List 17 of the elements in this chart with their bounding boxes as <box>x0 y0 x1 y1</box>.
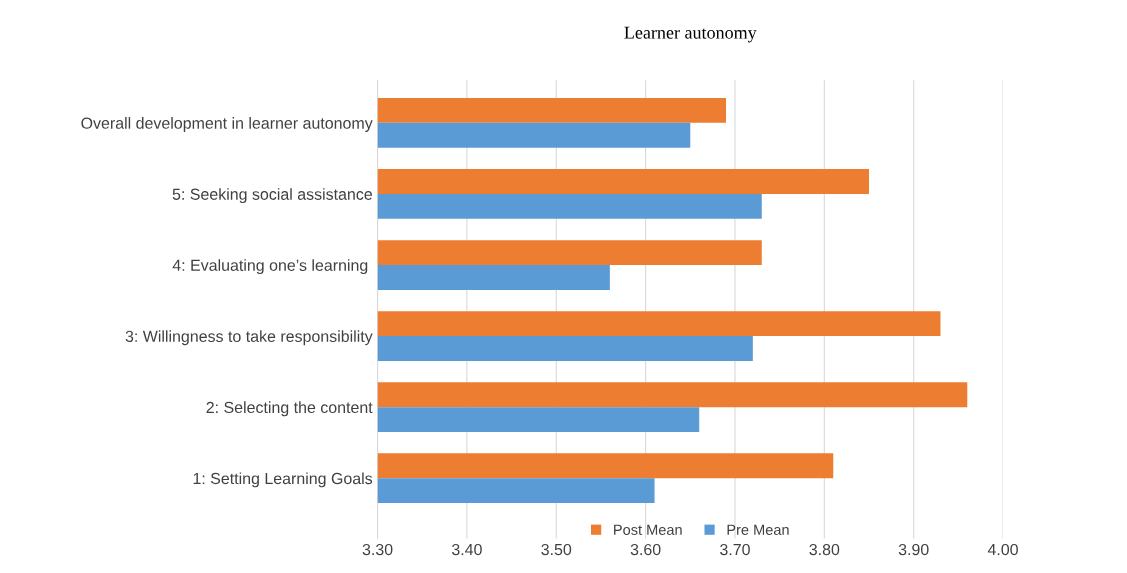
chart-title: Learner autonomy <box>624 26 757 43</box>
x-tick-label: 3.70 <box>720 543 750 556</box>
x-tick-label: 4.00 <box>987 543 1018 556</box>
y-tick-label: 2: Selecting the content <box>206 401 373 417</box>
x-tick-label: 3.40 <box>451 543 482 556</box>
x-tick-label: 3.30 <box>362 543 393 556</box>
y-tick-label: 3: Willingness to take responsibility <box>125 330 373 346</box>
y-tick-label: 1: Setting Learning Goals <box>193 472 373 488</box>
x-tick-label: 3.80 <box>809 543 840 556</box>
x-tick-label: 3.60 <box>630 543 661 556</box>
x-tick-label: 3.50 <box>541 543 572 556</box>
legend-label: Post Mean <box>614 524 682 535</box>
legend-label: Pre Mean <box>727 524 789 535</box>
y-tick-label: 4: Evaluating one’s learning <box>172 259 368 275</box>
x-tick-label: 3.90 <box>898 543 929 556</box>
y-tick-label: 5: Seeking social assistance <box>172 188 372 204</box>
y-tick-label: Overall development in learner autonomy <box>81 117 373 132</box>
